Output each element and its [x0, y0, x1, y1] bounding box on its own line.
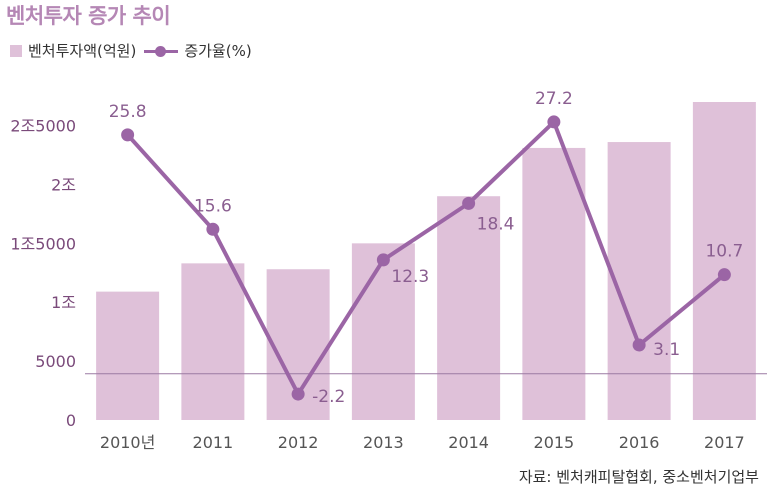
x-tick-label: 2010년	[100, 433, 155, 452]
x-tick-label: 2011	[193, 433, 234, 452]
legend-item-investment: 벤처투자액(억원)	[10, 40, 136, 61]
bar-2015	[522, 147, 586, 420]
growth-point	[206, 222, 220, 236]
legend-line-swatch	[144, 45, 179, 57]
x-tick-label: 2017	[704, 433, 745, 452]
y-tick-label: 0	[66, 411, 76, 430]
growth-value-label: 10.7	[705, 242, 743, 262]
growth-value-label: 25.8	[109, 102, 147, 122]
growth-point	[291, 387, 305, 401]
legend-item-growth: 증가율(%)	[144, 40, 252, 61]
growth-value-label: 27.2	[535, 89, 573, 109]
bar-2010년	[96, 291, 160, 420]
x-tick-label: 2016	[619, 433, 660, 452]
y-tick-label: 5000	[35, 352, 76, 371]
y-tick-label: 1조	[51, 293, 76, 312]
bar-2014	[437, 196, 501, 420]
growth-point	[121, 128, 135, 142]
y-tick-label: 2조	[51, 175, 76, 194]
x-tick-label: 2013	[363, 433, 404, 452]
growth-value-label: -2.2	[312, 387, 345, 407]
growth-point	[717, 268, 731, 282]
growth-value-label: 18.4	[477, 214, 515, 234]
bar-2016	[607, 142, 671, 421]
growth-point	[547, 115, 561, 129]
bar-2017	[692, 102, 756, 420]
bar-2011	[181, 263, 245, 420]
growth-point	[632, 338, 646, 352]
y-tick-label: 1조5000	[10, 234, 76, 253]
chart-title: 벤처투자 증가 추이	[6, 4, 171, 28]
growth-value-label: 15.6	[194, 196, 232, 216]
legend-bar-label: 벤처투자액(억원)	[28, 42, 137, 60]
legend-bar-swatch	[10, 44, 22, 57]
x-tick-label: 2015	[534, 433, 575, 452]
growth-point	[462, 196, 476, 210]
source-note: 자료: 벤처캐피탈협회, 중소벤처기업부	[518, 468, 759, 486]
growth-value-label: 3.1	[653, 340, 680, 360]
growth-point	[376, 253, 390, 267]
chart-legend: 벤처투자액(억원) 증가율(%)	[10, 40, 252, 61]
growth-line	[126, 119, 726, 397]
y-tick-label: 2조5000	[10, 117, 76, 136]
x-tick-label: 2012	[278, 433, 319, 452]
x-tick-label: 2014	[448, 433, 489, 452]
bar-2013	[351, 243, 415, 420]
legend-line-label: 증가율(%)	[184, 42, 252, 60]
growth-value-label: 12.3	[391, 267, 429, 287]
